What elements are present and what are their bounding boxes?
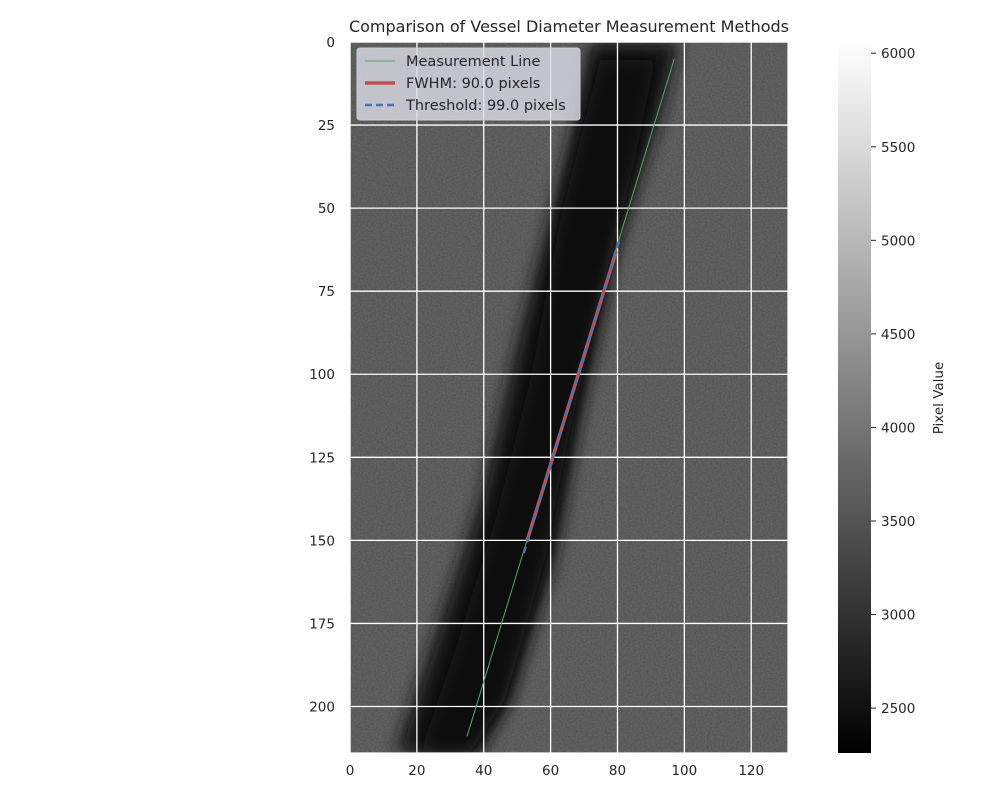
y-tick-label: 150 (309, 533, 335, 549)
colorbar-tick-label: 6000 (881, 46, 915, 62)
y-tick-label: 125 (309, 450, 335, 466)
colorbar-tick-label: 3000 (881, 608, 915, 624)
legend-label-threshold: Threshold: 99.0 pixels (405, 98, 566, 114)
series-layer (466, 58, 675, 737)
colorbar-tick-label: 2500 (881, 701, 915, 717)
colorbar-gradient (838, 42, 871, 753)
plot-frame (349, 41, 789, 754)
vessel-core (420, 60, 655, 753)
legend-label-measurement-line: Measurement Line (406, 54, 540, 70)
colorbar-tick-label: 5500 (881, 140, 915, 156)
x-tick-label: 120 (738, 763, 764, 779)
x-tick-label: 80 (609, 763, 626, 779)
plot-area: 0 20 40 60 80 100 120 0 25 50 75 100 125 150 175 200 M… (309, 35, 789, 779)
x-tick-label: 40 (475, 763, 492, 779)
y-tick-label: 25 (318, 118, 335, 134)
legend-label-fwhm: FWHM: 90.0 pixels (406, 76, 540, 92)
y-tick-label: 0 (326, 35, 335, 51)
y-tick-label: 100 (309, 367, 335, 383)
colorbar-ticks: 2500 3000 3500 4000 4500 5000 5500 6000 (871, 46, 915, 717)
x-tick-label: 20 (408, 763, 425, 779)
colorbar-tick-label: 4000 (881, 420, 915, 436)
x-tick-label: 100 (671, 763, 697, 779)
y-axis: 0 25 50 75 100 125 150 175 200 (309, 35, 335, 715)
y-tick-label: 75 (318, 284, 335, 300)
x-axis: 0 20 40 60 80 100 120 (346, 763, 764, 779)
x-tick-label: 0 (346, 763, 355, 779)
grid (350, 42, 788, 753)
chart-title: Comparison of Vessel Diameter Measuremen… (349, 17, 789, 36)
colorbar-tick-label: 5000 (881, 233, 915, 249)
colorbar-tick-label: 3500 (881, 514, 915, 530)
y-tick-label: 175 (309, 616, 335, 632)
y-tick-label: 50 (318, 201, 335, 217)
x-tick-label: 60 (542, 763, 559, 779)
legend-box (356, 47, 581, 121)
colorbar: 2500 3000 3500 4000 4500 5000 5500 6000 Pixel V… (838, 42, 947, 753)
y-tick-label: 200 (309, 699, 335, 715)
colorbar-tick-label: 4500 (881, 327, 915, 343)
colorbar-label: Pixel Value (931, 362, 947, 435)
legend: Measurement Line FWHM: 90.0 pixels Thres… (356, 47, 581, 121)
